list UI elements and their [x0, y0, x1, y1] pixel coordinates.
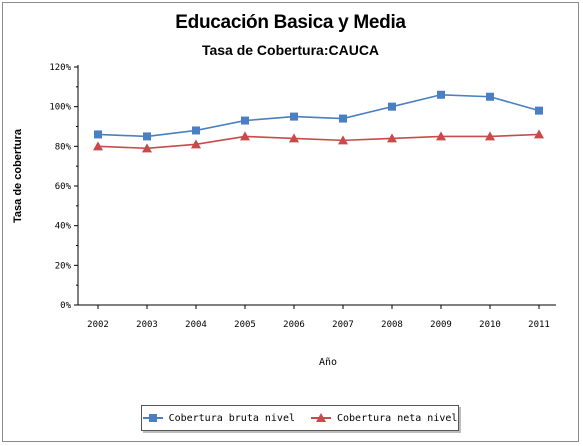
x-tick-label: 2007: [332, 320, 354, 330]
data-point-neta: [289, 133, 299, 143]
y-tick-label: 0%: [60, 301, 71, 311]
y-tick-label: 60%: [55, 182, 72, 192]
legend-label-bruta: Cobertura bruta nivel: [168, 412, 295, 424]
data-point-neta: [436, 131, 446, 141]
x-tick-label: 2008: [381, 320, 403, 330]
chart-legend: Cobertura bruta nivel Cobertura neta niv…: [141, 405, 459, 431]
data-point-bruta: [94, 130, 102, 139]
series-line-1: [97, 133, 540, 150]
y-tick-label: 40%: [55, 222, 72, 232]
data-point-bruta: [437, 90, 445, 99]
series-line-0: [97, 93, 540, 138]
y-axis-title: Tasa de cobertura: [12, 128, 24, 223]
x-tick-label: 2002: [87, 320, 109, 330]
data-point-neta: [93, 141, 103, 151]
data-point-bruta: [143, 132, 151, 141]
data-point-neta: [142, 143, 152, 153]
y-tick-label: 120%: [49, 63, 71, 73]
chart-title: Educación Basica y Media: [175, 12, 406, 33]
data-point-neta: [338, 135, 348, 145]
data-point-bruta: [339, 114, 347, 123]
legend-item-bruta: Cobertura bruta nivel: [142, 412, 295, 424]
data-point-bruta: [388, 102, 396, 111]
x-tick-label: 2011: [528, 320, 550, 330]
data-point-neta: [485, 131, 495, 141]
legend-item-neta: Cobertura neta nivel: [311, 412, 457, 424]
y-tick-label: 80%: [55, 142, 72, 152]
data-point-neta: [240, 131, 250, 141]
data-point-neta: [387, 133, 397, 143]
chart-frame: Educación Basica y Media Tasa de Cobertu…: [2, 2, 579, 442]
legend-square-marker-icon: [142, 412, 163, 424]
x-tick-label: 2004: [185, 320, 207, 330]
y-tick-label: 20%: [55, 261, 72, 271]
legend-label-neta: Cobertura neta nivel: [337, 412, 458, 424]
x-tick-label: 2003: [136, 320, 158, 330]
y-tick-label: 100%: [49, 103, 71, 113]
x-tick-label: 2009: [430, 320, 452, 330]
data-point-neta: [534, 129, 544, 139]
data-point-neta: [191, 139, 201, 149]
x-tick-label: 2005: [234, 320, 256, 330]
x-axis-title: Año: [319, 357, 337, 368]
data-point-bruta: [486, 92, 494, 101]
x-tick-label: 2006: [283, 320, 305, 330]
x-tick-label: 2010: [479, 320, 501, 330]
chart-subtitle: Tasa de Cobertura:CAUCA: [201, 42, 380, 58]
data-point-bruta: [241, 116, 249, 125]
legend-triangle-marker-icon: [311, 412, 331, 424]
data-point-bruta: [535, 106, 543, 115]
data-point-bruta: [192, 126, 200, 135]
data-point-bruta: [290, 112, 298, 121]
